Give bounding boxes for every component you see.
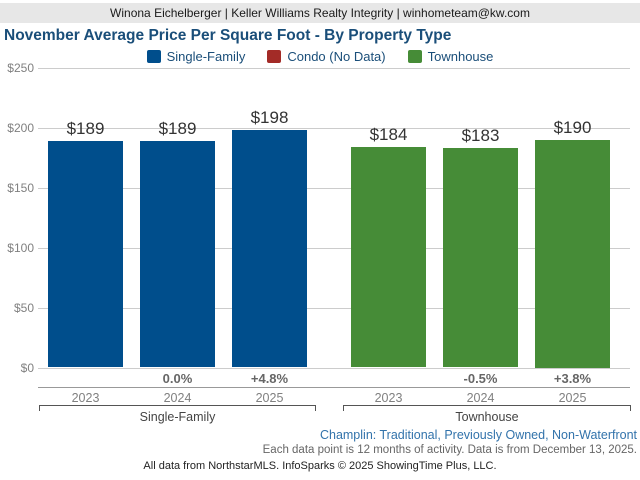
single-family-swatch-icon (146, 49, 161, 63)
bar-single-family-2023[interactable] (48, 140, 123, 368)
pct-change-label: +3.8% (553, 371, 592, 386)
group-label-townhouse: Townhouse (455, 410, 519, 424)
bar-townhouse-2024[interactable] (443, 147, 518, 368)
legend-label-single-family: Single-Family (166, 48, 246, 64)
x-axis-year-label: 2023 (374, 391, 403, 405)
grid-line-$50 (38, 307, 630, 309)
legend-item-townhouse[interactable]: Townhouse (407, 48, 494, 64)
bar-value-label: $189 (66, 118, 105, 138)
agent-contact-header: Winona Eichelberger | Keller Williams Re… (0, 3, 640, 23)
bar-single-family-2024[interactable] (140, 140, 215, 368)
townhouse-swatch-icon (407, 49, 422, 63)
page-title: November Average Price Per Square Foot -… (4, 27, 452, 44)
x-axis-separator-line (38, 387, 630, 388)
x-axis-year-label: 2023 (71, 391, 100, 405)
y-axis-tick-label: $100 (7, 240, 34, 255)
grid-line-$150 (38, 187, 630, 189)
x-axis-year-label: 2025 (255, 391, 284, 405)
bar-value-label: $183 (461, 125, 500, 145)
bar-townhouse-2023[interactable] (351, 146, 426, 368)
data-freshness-note: Each data point is 12 months of activity… (262, 444, 637, 456)
pct-change-label: 0.0% (162, 371, 193, 386)
bar-townhouse-2025[interactable] (535, 139, 610, 368)
legend-label-condo: Condo (No Data) (287, 48, 386, 64)
bar-value-label: $198 (250, 107, 289, 127)
y-axis-tick-label: $0 (20, 360, 34, 375)
grid-line-$250 (38, 67, 630, 69)
bar-single-family-2025[interactable] (232, 129, 307, 368)
pct-change-label: +4.8% (250, 371, 289, 386)
group-label-single-family: Single-Family (139, 410, 216, 424)
legend-item-single-family[interactable]: Single-Family (146, 48, 246, 64)
bar-value-label: $189 (158, 118, 197, 138)
x-axis-year-label: 2024 (466, 391, 495, 405)
data-attribution: All data from NorthstarMLS. InfoSparks ©… (143, 460, 497, 472)
chart-legend: Single-Family Condo (No Data) Townhouse (0, 48, 640, 64)
x-axis-year-label: 2024 (163, 391, 192, 405)
grid-line-$0 (38, 367, 630, 369)
location-filter-link[interactable]: Champlin: Traditional, Previously Owned,… (319, 428, 637, 442)
bar-value-label: $184 (369, 124, 408, 144)
grid-line-$100 (38, 247, 630, 249)
y-axis-tick-label: $150 (7, 180, 34, 195)
grid-line-$200 (38, 127, 630, 129)
pct-change-label: -0.5% (463, 371, 498, 386)
legend-item-condo[interactable]: Condo (No Data) (267, 48, 386, 64)
condo-swatch-icon (267, 49, 282, 63)
legend-label-townhouse: Townhouse (427, 48, 494, 64)
single-family-group-bracket (39, 405, 316, 411)
townhouse-group-bracket (343, 405, 631, 411)
bar-value-label: $190 (553, 117, 592, 137)
x-axis-year-label: 2025 (558, 391, 587, 405)
y-axis-tick-label: $50 (13, 300, 34, 315)
y-axis-tick-label: $200 (7, 120, 34, 135)
y-axis-tick-label: $250 (7, 60, 34, 75)
